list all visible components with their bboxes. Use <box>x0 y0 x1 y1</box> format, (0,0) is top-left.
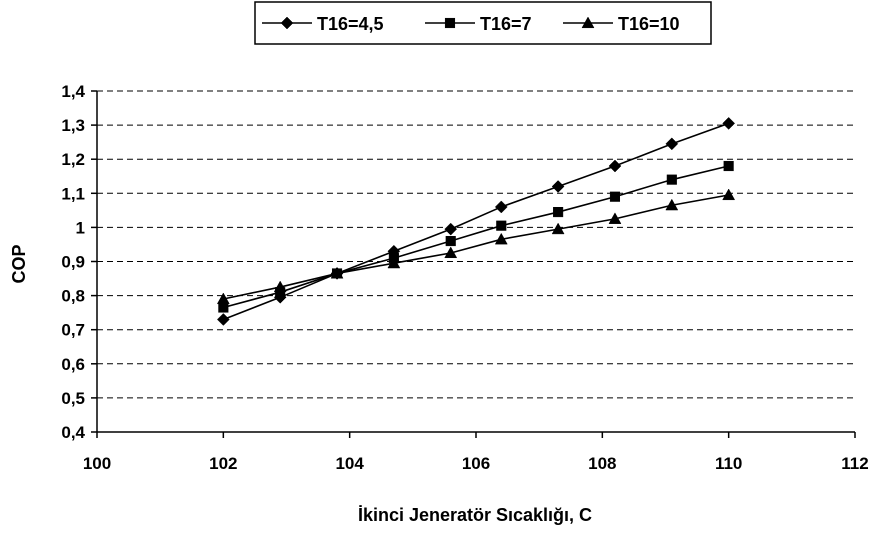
y-axis-title: COP <box>9 244 29 283</box>
legend-label: T16=10 <box>618 14 680 34</box>
data-point <box>445 235 456 247</box>
data-point <box>665 137 679 151</box>
series-1 <box>216 117 736 326</box>
data-point <box>218 302 229 313</box>
data-point <box>444 246 458 259</box>
legend-marker <box>280 16 294 30</box>
y-tick-label: 1,3 <box>61 116 85 135</box>
data-point <box>387 256 401 269</box>
legend-label: T16=7 <box>480 14 532 34</box>
y-tick-label: 1,2 <box>61 150 85 169</box>
series-3 <box>216 188 736 305</box>
y-tick-label: 0,5 <box>61 389 85 408</box>
x-tick-label: 110 <box>715 454 742 473</box>
data-point <box>609 191 621 202</box>
x-tick-labels: 100 102 104 106 108 110 112 <box>83 432 869 473</box>
data-point <box>494 232 508 245</box>
series-line <box>223 165 729 309</box>
data-point <box>216 313 230 326</box>
data-point <box>551 222 565 235</box>
y-tick-label: 1 <box>76 218 85 237</box>
series-line <box>223 194 729 300</box>
data-point <box>273 280 287 293</box>
x-tick-label: 106 <box>462 454 490 473</box>
y-tick-label: 0,8 <box>61 287 85 306</box>
data-point <box>608 212 622 224</box>
data-point <box>330 266 344 279</box>
data-point <box>666 174 677 185</box>
x-tick-label: 100 <box>83 454 111 473</box>
legend-box <box>254 1 712 45</box>
legend-entry: T16=4,5 <box>262 14 384 34</box>
x-tick-label: 112 <box>841 454 868 473</box>
data-point <box>722 188 736 201</box>
legend-marker <box>444 17 456 29</box>
y-tick-label: 0,4 <box>61 423 85 442</box>
data-point <box>665 198 679 211</box>
y-tick-label: 0,7 <box>61 321 85 340</box>
series-group <box>216 117 736 326</box>
data-point <box>444 222 458 236</box>
data-point <box>722 117 736 130</box>
data-point <box>216 292 230 305</box>
x-axis-title: İkinci Jeneratör Sıcaklığı, C <box>358 505 592 525</box>
y-tick-labels: 0,4 0,5 0,6 0,7 0,8 0,9 1 1,1 1,2 1,3 1,4 <box>61 82 97 442</box>
data-point <box>608 159 622 173</box>
series-line <box>223 122 729 321</box>
y-tick-label: 1,4 <box>61 82 85 101</box>
data-point <box>553 207 564 218</box>
series-2 <box>218 160 734 313</box>
legend-entry: T16=10 <box>563 14 680 34</box>
legend-label: T16=4,5 <box>317 14 384 34</box>
x-tick-label: 104 <box>335 454 364 473</box>
data-point <box>551 180 565 193</box>
legend-entry: T16=7 <box>425 14 532 34</box>
data-point <box>723 160 734 172</box>
data-point <box>496 220 507 231</box>
y-tick-label: 1,1 <box>61 184 85 203</box>
data-point <box>494 200 508 214</box>
y-tick-label: 0,9 <box>61 253 85 272</box>
legend-marker <box>581 16 595 29</box>
legend: T16=4,5 T16=7 T16=10 <box>254 1 712 45</box>
x-tick-label: 102 <box>209 454 237 473</box>
x-tick-label: 108 <box>588 454 616 473</box>
gridlines <box>97 90 855 399</box>
y-tick-label: 0,6 <box>61 355 85 374</box>
